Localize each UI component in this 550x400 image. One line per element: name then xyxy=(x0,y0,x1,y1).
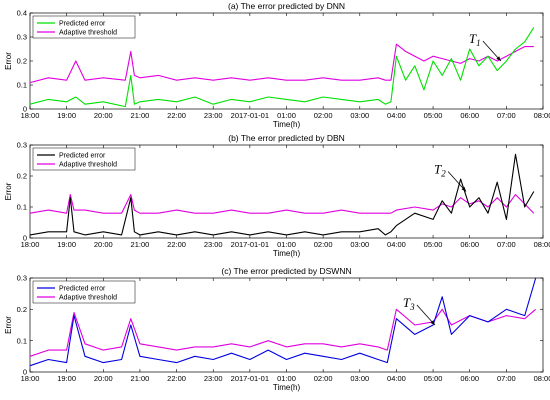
x-tick-label: 08:00 xyxy=(534,374,550,383)
x-tick-label: 04:00 xyxy=(387,111,406,120)
chart-panel-2: (b) The error predicted by DBN 0 0.1 0.2 0.3… xyxy=(4,133,550,258)
chart-panel-1: (a) The error predicted by DNN 0 0.1 0.2 0.3… xyxy=(4,1,550,129)
x-tick-label: 19:00 xyxy=(57,374,76,383)
legend: Predicted error Adaptive threshold xyxy=(32,147,136,171)
x-tick-label: 23:00 xyxy=(204,240,223,249)
x-tick-label: 08:00 xyxy=(534,111,550,120)
x-tick-label: 21:00 xyxy=(131,374,150,383)
x-tick-label: 22:00 xyxy=(167,240,186,249)
x-axis-label: Time(h) xyxy=(273,383,301,392)
legend-box xyxy=(32,147,136,171)
x-tick-label: 08:00 xyxy=(534,240,550,249)
x-tick-label: 18:00 xyxy=(21,374,40,383)
legend-entry: Predicted error xyxy=(59,21,106,28)
annotation-arrowhead xyxy=(461,186,467,192)
x-tick-label: 06:00 xyxy=(460,374,479,383)
y-tick-label: 0 xyxy=(23,234,27,243)
annotation-label: T2 xyxy=(434,162,446,179)
series-line-predicted-error xyxy=(29,27,535,108)
x-tick-label: 22:00 xyxy=(167,111,186,120)
x-tick-label: 01:00 xyxy=(277,240,296,249)
annotation-label: T1 xyxy=(469,31,481,48)
x-tick-label: 03:00 xyxy=(350,240,369,249)
x-tick-label: 20:00 xyxy=(94,240,113,249)
y-tick-label: 0.2 xyxy=(17,172,27,181)
x-tick-label: 04:00 xyxy=(387,240,406,249)
legend-box xyxy=(32,15,136,39)
x-tick-label: 03:00 xyxy=(350,374,369,383)
annotation: T2 xyxy=(434,162,467,192)
x-tick-label: 2017-01-01 xyxy=(231,240,269,249)
y-axis-label: Error xyxy=(4,52,13,70)
x-tick-label: 21:00 xyxy=(131,240,150,249)
legend-box xyxy=(32,280,136,304)
y-tick-label: 0.3 xyxy=(17,141,27,150)
annotation: T1 xyxy=(469,31,502,62)
x-tick-label: 02:00 xyxy=(314,374,333,383)
x-axis-label: Time(h) xyxy=(273,249,301,258)
y-tick-label: 0.3 xyxy=(17,33,27,42)
x-tick-label: 01:00 xyxy=(277,111,296,120)
x-tick-label: 23:00 xyxy=(204,111,223,120)
x-tick-label: 19:00 xyxy=(57,240,76,249)
chart-panel-3: (c) The error predicted by DSWNN 0 0.1 0.2 0… xyxy=(4,266,550,392)
x-tick-label: 23:00 xyxy=(204,374,223,383)
annotation-label: T3 xyxy=(403,295,415,312)
x-tick-label: 20:00 xyxy=(94,111,113,120)
y-tick-label: 0.1 xyxy=(17,336,27,345)
chart-title: (c) The error predicted by DSWNN xyxy=(221,266,351,276)
x-tick-label: 19:00 xyxy=(57,111,76,120)
y-tick-label: 0.3 xyxy=(17,274,27,283)
series-line-adaptive-threshold xyxy=(29,43,534,84)
series-line-predicted-error xyxy=(29,277,537,367)
legend-entry: Adaptive threshold xyxy=(59,295,117,302)
legend-entry: Adaptive threshold xyxy=(59,162,117,169)
y-tick-label: 0.1 xyxy=(17,203,27,212)
x-tick-label: 18:00 xyxy=(21,240,40,249)
y-tick-label: 0.1 xyxy=(17,81,27,90)
annotation-arrowhead xyxy=(496,56,501,61)
legend-entry: Predicted error xyxy=(59,286,106,293)
x-tick-label: 05:00 xyxy=(424,374,443,383)
legend-entry: Predicted error xyxy=(59,153,106,160)
y-tick-label: 0 xyxy=(23,368,27,377)
x-axis-label: Time(h) xyxy=(273,120,301,129)
x-tick-label: 04:00 xyxy=(387,374,406,383)
x-tick-label: 07:00 xyxy=(497,374,516,383)
x-tick-label: 01:00 xyxy=(277,374,296,383)
annotation-arrowhead xyxy=(430,320,435,325)
x-tick-label: 20:00 xyxy=(94,374,113,383)
annotation: T3 xyxy=(403,295,436,326)
x-tick-label: 06:00 xyxy=(460,240,479,249)
x-tick-label: 05:00 xyxy=(424,111,443,120)
y-tick-label: 0 xyxy=(23,105,27,114)
y-axis-label: Error xyxy=(4,316,13,334)
chart-title: (a) The error predicted by DNN xyxy=(228,1,345,11)
x-tick-label: 07:00 xyxy=(497,111,516,120)
x-tick-label: 03:00 xyxy=(350,111,369,120)
x-tick-label: 02:00 xyxy=(314,111,333,120)
legend: Predicted error Adaptive threshold xyxy=(32,15,136,39)
x-tick-label: 18:00 xyxy=(21,111,40,120)
legend: Predicted error Adaptive threshold xyxy=(32,280,136,304)
y-tick-label: 0.2 xyxy=(17,305,27,314)
y-tick-label: 0.2 xyxy=(17,57,27,66)
x-tick-label: 21:00 xyxy=(131,111,150,120)
chart-title: (b) The error predicted by DBN xyxy=(228,133,345,143)
legend-entry: Adaptive threshold xyxy=(59,30,117,37)
series-line-predicted-error xyxy=(29,153,535,236)
y-tick-label: 0.4 xyxy=(17,9,27,18)
x-tick-label: 2017-01-01 xyxy=(231,111,269,120)
x-tick-label: 22:00 xyxy=(167,374,186,383)
x-tick-label: 07:00 xyxy=(497,240,516,249)
x-tick-label: 05:00 xyxy=(424,240,443,249)
x-tick-label: 02:00 xyxy=(314,240,333,249)
x-tick-label: 06:00 xyxy=(460,111,479,120)
x-tick-label: 2017-01-01 xyxy=(231,374,269,383)
y-axis-label: Error xyxy=(4,182,13,200)
